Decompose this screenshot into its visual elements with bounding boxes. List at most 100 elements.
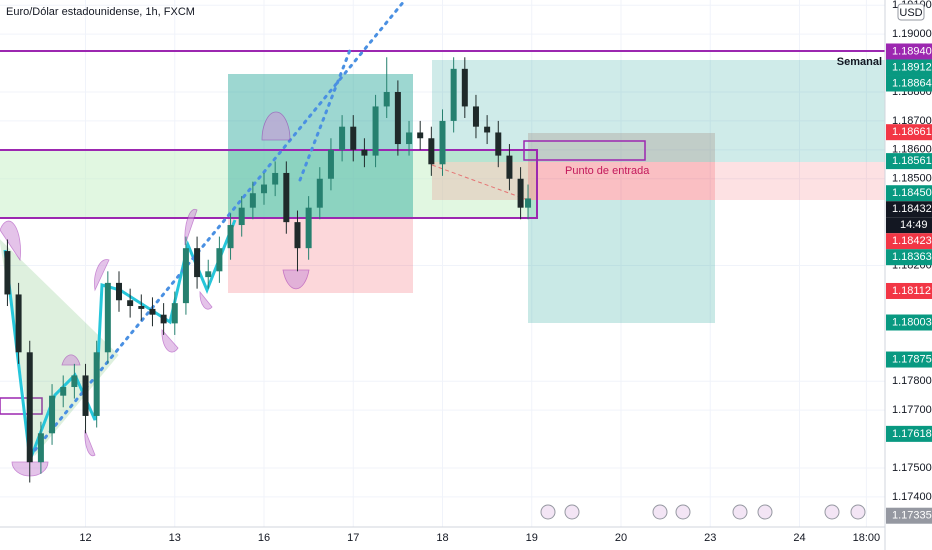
short-loss (528, 162, 715, 200)
candle-body (171, 303, 178, 324)
price-badge (886, 351, 932, 368)
candle-body (428, 138, 435, 165)
price-badge (886, 43, 932, 60)
zone (0, 150, 537, 218)
y-tick-label: 1.17500 (892, 462, 932, 474)
candle-body (60, 387, 67, 396)
candle-body (525, 198, 532, 208)
target-zone (432, 60, 885, 162)
candle-body (93, 352, 100, 416)
y-tick-label: 1.17400 (892, 491, 932, 503)
candle-body (205, 271, 212, 278)
candle-body (517, 178, 524, 208)
candle-body (249, 193, 256, 208)
candle-body (272, 172, 279, 185)
x-tick-label: 18 (436, 532, 448, 544)
currency[interactable]: USD (899, 7, 922, 19)
candle-body (484, 126, 491, 133)
price-badge-label: 1.18003 (892, 316, 932, 328)
events (540, 504, 866, 520)
trend-line (431, 164, 529, 201)
candle-body (339, 126, 346, 150)
chart-title: Euro/Dólar estadounidense, 1h, FXCM (6, 6, 195, 18)
range-box (0, 149, 538, 219)
price-badge (886, 59, 932, 76)
price-badge-label: 1.18561 (892, 155, 932, 167)
price-badge-label: 1.18912 (892, 61, 932, 73)
candle-body (283, 172, 290, 223)
long-loss (228, 218, 413, 293)
price-badge-label: 1.18112 (892, 285, 931, 297)
markers (0, 111, 310, 477)
candle-body (4, 251, 11, 295)
price-badge (886, 314, 932, 331)
annotation: Semanal (837, 56, 882, 68)
candle-body (394, 91, 401, 145)
y-tick-label: 1.18600 (892, 144, 932, 156)
price-badge (886, 282, 932, 299)
short-profit (528, 200, 715, 323)
currency-button[interactable] (897, 3, 925, 21)
candle-body (495, 132, 502, 156)
x-tick-label: 20 (615, 532, 627, 544)
x-tick-label: 24 (793, 532, 805, 544)
entry-box (523, 140, 646, 161)
price-badge (886, 249, 932, 266)
candle-body (149, 308, 156, 315)
dotted-line (298, 48, 352, 182)
candles (4, 57, 532, 483)
annotation: Punto de entrada (565, 165, 650, 177)
candle-body (15, 294, 22, 353)
price-badge (886, 201, 932, 218)
x-tick-label: 17 (347, 532, 359, 544)
candle-body (160, 314, 167, 324)
price-badge (886, 124, 932, 141)
candle-body (104, 282, 111, 353)
price-badge (886, 507, 932, 524)
candle-body (472, 106, 479, 127)
candle-body (182, 248, 189, 304)
candle-body (194, 248, 201, 278)
countdown: 14:49 (900, 219, 928, 231)
candle-body (127, 300, 134, 307)
drawings: Punto de entrada Semanal (0, 0, 885, 477)
price-badge (886, 153, 932, 170)
candle-body (406, 132, 413, 145)
candle-body (49, 395, 56, 434)
price-badge-label: 1.18661 (892, 126, 932, 138)
candle-body (216, 248, 223, 272)
candle-body (294, 222, 301, 249)
price-badge-label: 1.17875 (892, 353, 932, 365)
candle-body (461, 68, 468, 107)
candle-body (261, 184, 268, 194)
candle-body (372, 106, 379, 156)
price-badge (886, 75, 932, 92)
candle-body (37, 433, 44, 463)
y-tick-label: 1.17800 (892, 375, 932, 387)
x-tick-label: 18:00 (853, 532, 881, 544)
candle-body (417, 132, 424, 139)
x-tick-label: 23 (704, 532, 716, 544)
candle-body (439, 120, 446, 165)
price-axis: 1.191001.190001.188001.187001.186001.185… (886, 0, 932, 524)
candle-body (71, 375, 78, 388)
price-badge-label: 1.17335 (892, 510, 932, 522)
candle-body (305, 207, 312, 249)
box (0, 397, 43, 415)
short-loss (528, 133, 715, 162)
candle-body (316, 178, 323, 208)
price-badge (886, 233, 932, 250)
candle-body (238, 207, 245, 226)
x-tick-label: 12 (79, 532, 91, 544)
price-badge-label: 1.18363 (892, 251, 932, 263)
candle-body (115, 282, 122, 301)
dotted-line (33, 0, 407, 452)
candle-body (327, 149, 334, 179)
y-tick-label: 1.17700 (892, 404, 932, 416)
price-badge-label: 1.18423 (892, 235, 932, 247)
price-badge-label: 1.18432 (892, 203, 932, 215)
x-tick-label: 16 (258, 532, 270, 544)
y-tick-label: 1.18500 (892, 173, 932, 185)
countdown-badge (886, 217, 932, 234)
y-tick-label: 1.19000 (892, 28, 932, 40)
